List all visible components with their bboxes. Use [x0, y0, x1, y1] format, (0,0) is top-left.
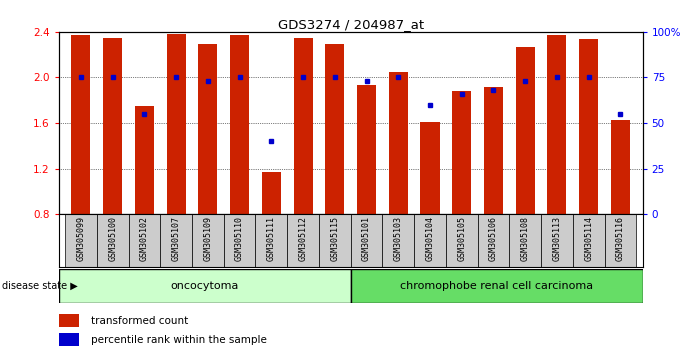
- Bar: [357, 85, 376, 214]
- Bar: [325, 44, 344, 214]
- Bar: [611, 120, 630, 214]
- Text: GSM305105: GSM305105: [457, 216, 466, 261]
- Bar: [573, 214, 605, 267]
- Bar: [167, 34, 186, 214]
- Text: oncocytoma: oncocytoma: [171, 281, 239, 291]
- Bar: [129, 214, 160, 267]
- Bar: [230, 35, 249, 214]
- Bar: [262, 172, 281, 214]
- Bar: [452, 91, 471, 214]
- Bar: [389, 72, 408, 214]
- Text: GSM305108: GSM305108: [521, 216, 530, 261]
- Text: GSM305104: GSM305104: [426, 216, 435, 261]
- Bar: [97, 214, 129, 267]
- Text: GSM305100: GSM305100: [108, 216, 117, 261]
- Text: disease state ▶: disease state ▶: [2, 281, 78, 291]
- Text: GSM305107: GSM305107: [171, 216, 180, 261]
- Bar: [198, 44, 218, 214]
- Bar: [421, 122, 439, 214]
- Bar: [541, 214, 573, 267]
- Text: GSM305109: GSM305109: [203, 216, 212, 261]
- Bar: [287, 214, 319, 267]
- Bar: [547, 35, 567, 214]
- Bar: [160, 214, 192, 267]
- Text: GSM305099: GSM305099: [77, 216, 86, 261]
- Bar: [446, 214, 477, 267]
- Bar: [484, 86, 503, 214]
- Bar: [192, 214, 224, 267]
- Bar: [71, 35, 91, 214]
- Bar: [256, 214, 287, 267]
- Text: GSM305111: GSM305111: [267, 216, 276, 261]
- Bar: [65, 214, 97, 267]
- Text: chromophobe renal cell carcinoma: chromophobe renal cell carcinoma: [400, 281, 593, 291]
- Text: GSM305103: GSM305103: [394, 216, 403, 261]
- Bar: [135, 106, 154, 214]
- Bar: [103, 38, 122, 214]
- Text: GSM305114: GSM305114: [584, 216, 593, 261]
- Text: transformed count: transformed count: [91, 316, 188, 326]
- Bar: [59, 269, 350, 303]
- Bar: [509, 214, 541, 267]
- Text: GSM305101: GSM305101: [362, 216, 371, 261]
- Bar: [59, 333, 79, 346]
- Bar: [414, 214, 446, 267]
- Text: GSM305113: GSM305113: [552, 216, 562, 261]
- Bar: [605, 214, 636, 267]
- Title: GDS3274 / 204987_at: GDS3274 / 204987_at: [278, 18, 424, 31]
- Bar: [350, 269, 643, 303]
- Text: GSM305110: GSM305110: [235, 216, 244, 261]
- Bar: [294, 38, 312, 214]
- Text: GSM305116: GSM305116: [616, 216, 625, 261]
- Bar: [350, 214, 382, 267]
- Bar: [382, 214, 414, 267]
- Text: GSM305112: GSM305112: [299, 216, 307, 261]
- Bar: [477, 214, 509, 267]
- Text: GSM305115: GSM305115: [330, 216, 339, 261]
- Text: GSM305102: GSM305102: [140, 216, 149, 261]
- Bar: [579, 39, 598, 214]
- Bar: [224, 214, 256, 267]
- Bar: [515, 47, 535, 214]
- Bar: [59, 314, 79, 327]
- Text: percentile rank within the sample: percentile rank within the sample: [91, 335, 267, 345]
- Bar: [319, 214, 350, 267]
- Text: GSM305106: GSM305106: [489, 216, 498, 261]
